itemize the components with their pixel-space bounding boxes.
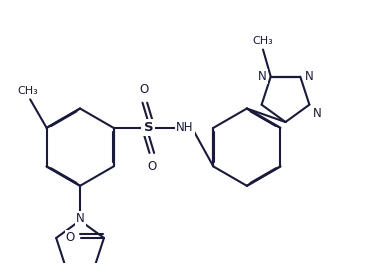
Text: N: N [258,70,267,83]
Text: S: S [143,121,153,134]
Text: N: N [305,70,314,83]
Text: CH₃: CH₃ [252,36,273,46]
Text: NH: NH [176,121,194,134]
Text: CH₃: CH₃ [18,86,39,96]
Text: O: O [140,83,149,96]
Text: O: O [147,160,157,173]
Text: N: N [313,107,322,120]
Text: N: N [76,212,84,225]
Text: O: O [66,232,75,244]
